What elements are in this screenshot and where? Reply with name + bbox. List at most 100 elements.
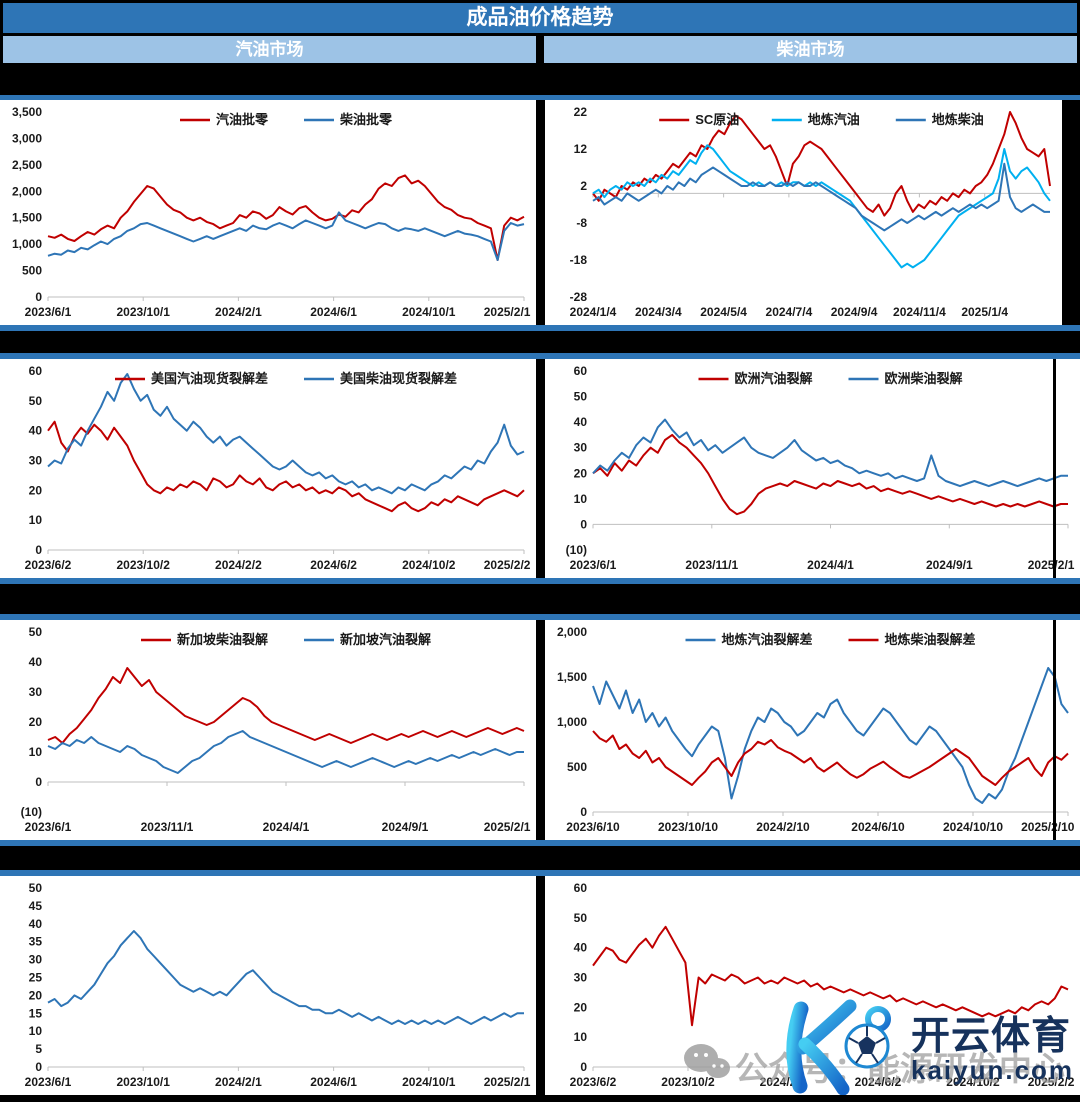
y-tick-label: 30	[29, 454, 43, 468]
row-divider	[0, 840, 1080, 846]
x-tick-label: 2025/2/2	[484, 558, 531, 572]
y-tick-label: 0	[35, 1060, 42, 1074]
page-title: 成品油价格趋势	[3, 3, 1077, 33]
y-tick-label: 0	[580, 805, 587, 819]
x-tick-label: 2024/7/4	[766, 305, 813, 319]
y-tick-label: 12	[574, 142, 588, 156]
chart-gasoline-wholesale-retail: 3,500 3,000 2,500 2,000 1,500 1,000 500 0 2023/6…	[0, 100, 536, 325]
chart-europe-crack-spreads: 60 50 40 30 20 10 0 (10) 2023/6/1 2023/11/1 2024/4…	[545, 359, 1080, 578]
panel-edge-line	[1053, 359, 1056, 578]
x-tick-label: 2025/1/4	[961, 305, 1008, 319]
x-axis: 2023/6/1 2023/11/1 2024/4/1 2024/9/1 2025/2/…	[570, 523, 1075, 572]
y-tick-label: 10	[574, 492, 588, 506]
y-tick-label: 35	[29, 935, 43, 949]
x-tick-label: 2023/10/2	[661, 1075, 715, 1089]
row-divider	[0, 325, 1080, 331]
series-line	[592, 162, 1050, 232]
series-line	[592, 433, 1068, 516]
x-tick-label: 2024/4/1	[263, 820, 310, 834]
legend-label: 地炼柴油	[932, 112, 984, 127]
legend-label: 欧洲柴油裂解	[885, 371, 963, 386]
x-tick-label: 2025/2/1	[1028, 558, 1075, 572]
x-tick-label: 2024/9/1	[382, 820, 429, 834]
y-tick-label: 2,000	[557, 625, 587, 639]
x-tick-label: 2024/6/10	[851, 820, 905, 834]
series-line	[47, 730, 524, 774]
panel-edge-line	[1053, 620, 1056, 840]
y-tick-label: 45	[29, 899, 43, 913]
y-tick-label: 20	[29, 988, 43, 1002]
y-tick-label: 50	[574, 390, 588, 404]
x-tick-label: 2023/10/1	[117, 1075, 171, 1089]
chart-svg: 50 40 30 20 10 0 (10)2023/6/1 2023/11/1 2024/4/1…	[21, 625, 531, 834]
y-tick-label: 1,000	[557, 715, 587, 729]
x-axis: 2024/1/4 2024/3/4 2024/5/4 2024/7/4 2024/9/4…	[570, 192, 1050, 319]
x-tick-label: 2024/2/1	[215, 305, 262, 319]
x-tick-label: 2024/2/10	[756, 820, 810, 834]
x-tick-label: 2024/6/1	[310, 1075, 357, 1089]
y-tick-label: 10	[29, 745, 43, 759]
y-tick-label: 20	[574, 1000, 588, 1014]
y-tick-label: (10)	[566, 543, 587, 557]
column-header-diesel-market: 柴油市场	[544, 36, 1077, 63]
y-tick-label: 60	[574, 881, 588, 895]
series-line	[592, 730, 1069, 786]
legend-label: 地炼汽油	[808, 112, 860, 127]
y-tick-label: 25	[29, 971, 43, 985]
x-tick-label: 2023/6/2	[25, 558, 72, 572]
series-line	[592, 925, 1069, 1027]
y-tick-label: 10	[574, 1030, 588, 1044]
legend-label: 地炼柴油裂解差	[885, 632, 976, 647]
chart-legend: 新加坡柴油裂解 新加坡汽油裂解	[141, 632, 431, 647]
y-tick-label: 40	[29, 424, 43, 438]
chart-svg: 3,500 3,000 2,500 2,000 1,500 1,000 500 02023/6…	[12, 105, 531, 319]
y-tick-label: 40	[29, 655, 43, 669]
y-tick-label: 50	[29, 625, 43, 639]
x-tick-label: 2025/2/1	[484, 1075, 531, 1089]
x-tick-label: 2023/6/1	[570, 558, 617, 572]
x-tick-label: 2025/2/1	[484, 305, 531, 319]
y-tick-label: 20	[29, 715, 43, 729]
y-tick-label: 500	[22, 264, 42, 278]
series-line	[592, 111, 1051, 217]
y-tick-label: 10	[29, 513, 43, 527]
y-tick-label: 15	[29, 1006, 43, 1020]
y-tick-label: 1,500	[12, 211, 42, 225]
x-tick-label: 2024/5/4	[700, 305, 747, 319]
x-tick-label: 2024/9/1	[926, 558, 973, 572]
y-tick-label: (10)	[21, 805, 42, 819]
chart-svg: 60 50 40 30 20 10 0 (10)2023/6/1 2023/11/1 2024/4…	[566, 364, 1075, 572]
y-tick-label: 30	[29, 953, 43, 967]
y-tick-label: 60	[574, 364, 588, 378]
legend-label: 汽油批零	[216, 112, 269, 127]
chart-legend: SC原油 地炼汽油 地炼柴油	[659, 112, 984, 127]
x-tick-label: 2024/10/1	[402, 1075, 456, 1089]
legend-label: 柴油批零	[339, 112, 393, 127]
y-tick-label: 50	[29, 881, 43, 895]
chart-diesel-crack-unlabeled: 60 50 40 30 20 10 0 2023/6/2 2023/10/2 2024/2/2 20…	[545, 876, 1080, 1095]
chart-us-crack-spreads: 60 50 40 30 20 10 0 2023/6/2 2023/10/2 2024/2/2 20…	[0, 359, 536, 578]
x-axis: 2023/6/10 2023/10/10 2024/2/10 2024/6/10 202…	[566, 811, 1075, 834]
x-tick-label: 2024/6/1	[310, 305, 357, 319]
x-tick-label: 2024/3/4	[635, 305, 682, 319]
y-tick-label: 3,000	[12, 131, 42, 145]
y-tick-label: 40	[574, 941, 588, 955]
y-tick-label: 30	[574, 971, 588, 985]
x-tick-label: 2024/10/2	[946, 1075, 1000, 1089]
x-tick-label: 2023/10/1	[117, 305, 171, 319]
legend-label: 美国汽油现货裂解差	[151, 371, 268, 386]
chart-singapore-crack-spreads: 50 40 30 20 10 0 (10) 2023/6/1 2023/11/1 2024/4/1…	[0, 620, 536, 840]
x-axis: 2023/6/1 2023/11/1 2024/4/1 2024/9/1 2025/2/…	[25, 781, 531, 834]
series-line	[47, 667, 525, 744]
chart-legend: 美国汽油现货裂解差 美国柴油现货裂解差	[115, 371, 457, 386]
x-axis: 2023/6/1 2023/10/1 2024/2/1 2024/6/1 2024/10…	[25, 296, 531, 319]
x-axis: 2023/6/2 2023/10/2 2024/2/2 2024/6/2 2024/10…	[570, 1066, 1075, 1089]
chart-gasoline-crack-unlabeled: 50 45 40 35 30 25 20 15 10 5 0 2023/6/1 2023/10/1 202…	[0, 876, 536, 1095]
y-tick-label: 22	[574, 105, 588, 119]
x-tick-label: 2023/10/10	[658, 820, 718, 834]
